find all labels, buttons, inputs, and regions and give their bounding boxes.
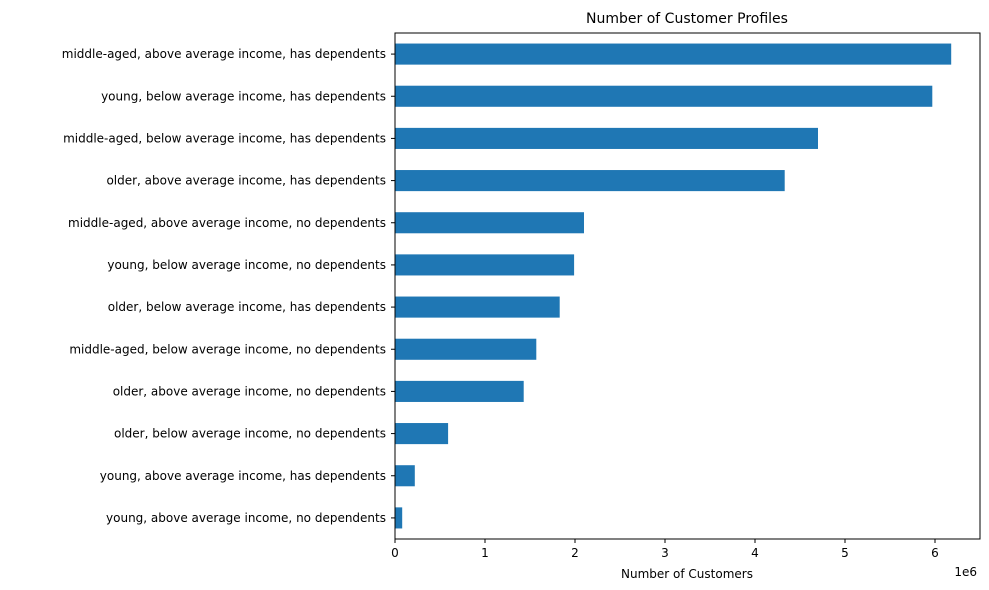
- bar: [395, 380, 524, 402]
- x-tick-label: 4: [751, 546, 759, 560]
- y-axis-ticks: middle-aged, above average income, has d…: [62, 47, 395, 525]
- bar: [395, 85, 933, 107]
- bar: [395, 296, 560, 318]
- bar: [395, 423, 449, 445]
- chart-title: Number of Customer Profiles: [586, 11, 788, 27]
- y-tick-label: young, below average income, no dependen…: [107, 258, 386, 272]
- y-tick-label: young, above average income, no dependen…: [106, 511, 386, 525]
- bars-group: [395, 43, 952, 529]
- x-tick-label: 2: [571, 546, 579, 560]
- x-tick-label: 0: [391, 546, 399, 560]
- y-tick-label: middle-aged, above average income, no de…: [68, 216, 386, 230]
- x-tick-label: 5: [841, 546, 849, 560]
- y-tick-label: older, below average income, no dependen…: [114, 427, 386, 441]
- plot-frame: [394, 32, 981, 540]
- y-tick-label: middle-aged, below average income, has d…: [63, 131, 386, 145]
- x-axis-scale-label: 1e6: [954, 565, 977, 579]
- bar: [395, 338, 537, 360]
- bar: [395, 254, 575, 276]
- x-axis-ticks: 0 1 2 3 4 5 6: [391, 539, 939, 560]
- y-tick-label: older, above average income, has depende…: [106, 174, 386, 188]
- y-tick-label: older, above average income, no dependen…: [113, 384, 386, 398]
- y-tick-label: middle-aged, above average income, has d…: [62, 47, 386, 61]
- x-tick-label: 1: [481, 546, 489, 560]
- x-tick-label: 6: [931, 546, 939, 560]
- y-tick-label: middle-aged, below average income, no de…: [69, 342, 386, 356]
- x-axis-label: Number of Customers: [621, 567, 753, 581]
- y-tick-label: older, below average income, has depende…: [108, 300, 386, 314]
- axes-frame: [394, 32, 981, 540]
- bar: [395, 43, 952, 65]
- bar: [395, 212, 584, 234]
- y-tick-label: young, below average income, has depende…: [101, 89, 386, 103]
- y-tick-label: young, above average income, has depende…: [100, 469, 386, 483]
- bar: [395, 465, 415, 487]
- bar: [395, 507, 403, 529]
- bar: [395, 170, 785, 192]
- x-tick-label: 3: [661, 546, 669, 560]
- bar: [395, 127, 818, 149]
